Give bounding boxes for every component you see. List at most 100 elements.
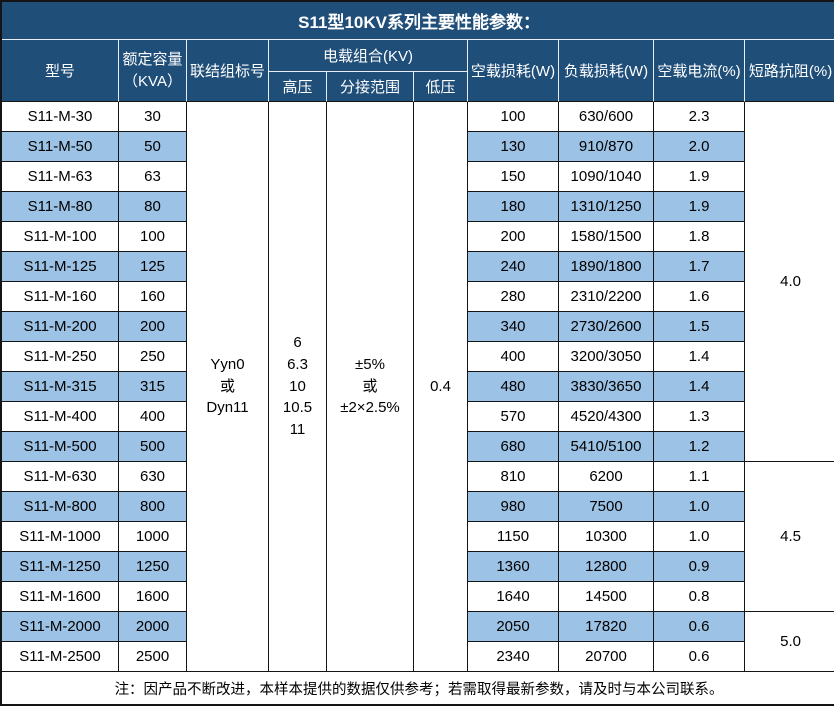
header-vector-group: 联结组标号	[187, 40, 269, 102]
load-loss-cell: 17820	[559, 612, 654, 642]
no-load-loss-cell: 2340	[468, 642, 559, 672]
vector-group-cell: Yyn0 或 Dyn11	[187, 102, 269, 672]
no-load-loss-cell: 2050	[468, 612, 559, 642]
no-load-current-cell: 1.1	[654, 462, 745, 492]
no-load-current-cell: 1.2	[654, 432, 745, 462]
lv-value-cell: 0.4	[414, 102, 468, 672]
model-cell: S11-M-2500	[2, 642, 119, 672]
capacity-cell: 1000	[119, 522, 187, 552]
title-row: S11型10KV系列主要性能参数：	[2, 2, 834, 40]
load-loss-cell: 12800	[559, 552, 654, 582]
model-cell: S11-M-2000	[2, 612, 119, 642]
load-loss-cell: 3830/3650	[559, 372, 654, 402]
header-load-loss: 负载损耗(W)	[559, 40, 654, 102]
no-load-loss-cell: 680	[468, 432, 559, 462]
capacity-cell: 400	[119, 402, 187, 432]
load-loss-cell: 5410/5100	[559, 432, 654, 462]
no-load-current-cell: 1.8	[654, 222, 745, 252]
load-loss-cell: 6200	[559, 462, 654, 492]
capacity-cell: 500	[119, 432, 187, 462]
table-row: S11-M-800 800 980 7500 1.0	[2, 492, 834, 522]
no-load-current-cell: 1.9	[654, 162, 745, 192]
capacity-cell: 2000	[119, 612, 187, 642]
table-row: S11-M-80 80 180 1310/1250 1.9	[2, 192, 834, 222]
table-row: S11-M-1600 1600 1640 14500 0.8	[2, 582, 834, 612]
model-cell: S11-M-160	[2, 282, 119, 312]
table-row: S11-M-500 500 680 5410/5100 1.2	[2, 432, 834, 462]
capacity-cell: 200	[119, 312, 187, 342]
no-load-current-cell: 0.9	[654, 552, 745, 582]
no-load-current-cell: 1.7	[654, 252, 745, 282]
header-row-main: 型号 额定容量 （KVA） 联结组标号 电载组合(KV) 空载损耗(W) 负载损…	[2, 40, 834, 102]
impedance-cell: 5.0	[745, 612, 834, 672]
capacity-cell: 80	[119, 192, 187, 222]
no-load-loss-cell: 280	[468, 282, 559, 312]
load-loss-cell: 910/870	[559, 132, 654, 162]
note-text: 注：因产品不断改进，本样本提供的数据仅供参考；若需取得最新参数，请及时与本公司联…	[2, 672, 834, 704]
no-load-current-cell: 1.9	[654, 192, 745, 222]
load-loss-cell: 2310/2200	[559, 282, 654, 312]
table-row: S11-M-1250 1250 1360 12800 0.9	[2, 552, 834, 582]
no-load-loss-cell: 240	[468, 252, 559, 282]
no-load-current-cell: 2.3	[654, 102, 745, 132]
impedance-cell: 4.0	[745, 102, 834, 462]
table-row: S11-M-200 200 340 2730/2600 1.5	[2, 312, 834, 342]
no-load-current-cell: 1.4	[654, 342, 745, 372]
table-row: S11-M-250 250 400 3200/3050 1.4	[2, 342, 834, 372]
no-load-current-cell: 2.0	[654, 132, 745, 162]
no-load-loss-cell: 340	[468, 312, 559, 342]
table-row: S11-M-315 315 480 3830/3650 1.4	[2, 372, 834, 402]
header-hv: 高压	[269, 72, 327, 102]
no-load-loss-cell: 1360	[468, 552, 559, 582]
table-row: S11-M-2000 2000 2050 17820 0.6 5.0	[2, 612, 834, 672]
header-row-sub: 高压 分接范围 低压	[2, 72, 834, 102]
no-load-current-cell: 0.8	[654, 582, 745, 612]
no-load-loss-cell: 980	[468, 492, 559, 522]
no-load-loss-cell: 1150	[468, 522, 559, 552]
table-row: S11-M-30 30 Yyn0 或 Dyn11 6 6.3 10 10.5 1…	[2, 102, 834, 672]
capacity-cell: 50	[119, 132, 187, 162]
capacity-cell: 2500	[119, 642, 187, 672]
no-load-current-cell: 0.6	[654, 612, 745, 642]
table-row: S11-M-100 100 200 1580/1500 1.8	[2, 222, 834, 252]
no-load-loss-cell: 180	[468, 192, 559, 222]
no-load-loss-cell: 1640	[468, 582, 559, 612]
table-row: S11-M-1000 1000 1150 10300 1.0	[2, 522, 834, 552]
capacity-cell: 1600	[119, 582, 187, 612]
table-row: S11-M-400 400 570 4520/4300 1.3	[2, 402, 834, 432]
model-cell: S11-M-125	[2, 252, 119, 282]
no-load-current-cell: 1.3	[654, 402, 745, 432]
model-cell: S11-M-1250	[2, 552, 119, 582]
hv-values-cell: 6 6.3 10 10.5 11	[269, 102, 327, 672]
model-cell: S11-M-200	[2, 312, 119, 342]
note-row: 注：因产品不断改进，本样本提供的数据仅供参考；若需取得最新参数，请及时与本公司联…	[2, 672, 834, 704]
model-cell: S11-M-315	[2, 372, 119, 402]
header-capacity: 额定容量 （KVA）	[119, 40, 187, 102]
header-no-load-current: 空载电流(%)	[654, 40, 745, 102]
load-loss-cell: 4520/4300	[559, 402, 654, 432]
table-row: S11-M-630 630 810 6200 1.1 4.5	[2, 462, 834, 612]
capacity-cell: 630	[119, 462, 187, 492]
load-loss-cell: 1310/1250	[559, 192, 654, 222]
model-cell: S11-M-1000	[2, 522, 119, 552]
load-loss-cell: 7500	[559, 492, 654, 522]
no-load-current-cell: 1.6	[654, 282, 745, 312]
no-load-current-cell: 1.0	[654, 492, 745, 522]
no-load-loss-cell: 810	[468, 462, 559, 492]
model-cell: S11-M-80	[2, 192, 119, 222]
model-cell: S11-M-800	[2, 492, 119, 522]
capacity-cell: 160	[119, 282, 187, 312]
no-load-current-cell: 0.6	[654, 642, 745, 672]
no-load-current-cell: 1.0	[654, 522, 745, 552]
capacity-cell: 1250	[119, 552, 187, 582]
load-loss-cell: 1890/1800	[559, 252, 654, 282]
no-load-loss-cell: 150	[468, 162, 559, 192]
no-load-loss-cell: 130	[468, 132, 559, 162]
model-cell: S11-M-1600	[2, 582, 119, 612]
table-row: S11-M-160 160 280 2310/2200 1.6	[2, 282, 834, 312]
table-row: S11-M-2500 2500 2340 20700 0.6	[2, 642, 834, 672]
no-load-loss-cell: 480	[468, 372, 559, 402]
no-load-current-cell: 1.4	[654, 372, 745, 402]
header-impedance: 短路抗阻(%)	[745, 40, 834, 102]
